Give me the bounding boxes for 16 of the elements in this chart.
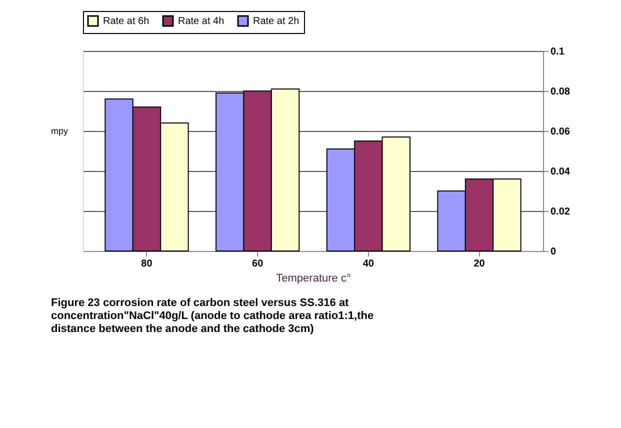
- x-axis-title: Temperature c°: [276, 272, 351, 284]
- legend-label: Rate at 2h: [253, 16, 300, 27]
- y-axis-title: mpy: [50, 126, 68, 136]
- legend-label: Rate at 4h: [178, 16, 224, 27]
- x-tick-label: 60: [252, 258, 264, 270]
- x-tick-label: 20: [474, 258, 486, 270]
- y-tick-label: 0.1: [550, 46, 565, 58]
- legend-label: Rate at 6h: [103, 16, 150, 27]
- x-tick-label: 40: [362, 258, 374, 270]
- y-tick-label: 0.04: [550, 166, 570, 178]
- y-tick-label: 0.06: [550, 126, 570, 138]
- y-tick-label: 0: [550, 246, 556, 258]
- x-tick-label: 80: [141, 258, 153, 270]
- y-tick-label: 0.08: [550, 86, 570, 98]
- caption: Figure 23 corrosion rate of carbon steel versus SS.316 at concentration"NaCl"40g/L (anode to cathode area ratio1:1,the distance between the anode and the cathode 3cm): [51, 297, 374, 335]
- y-tick-label: 0.02: [550, 206, 570, 218]
